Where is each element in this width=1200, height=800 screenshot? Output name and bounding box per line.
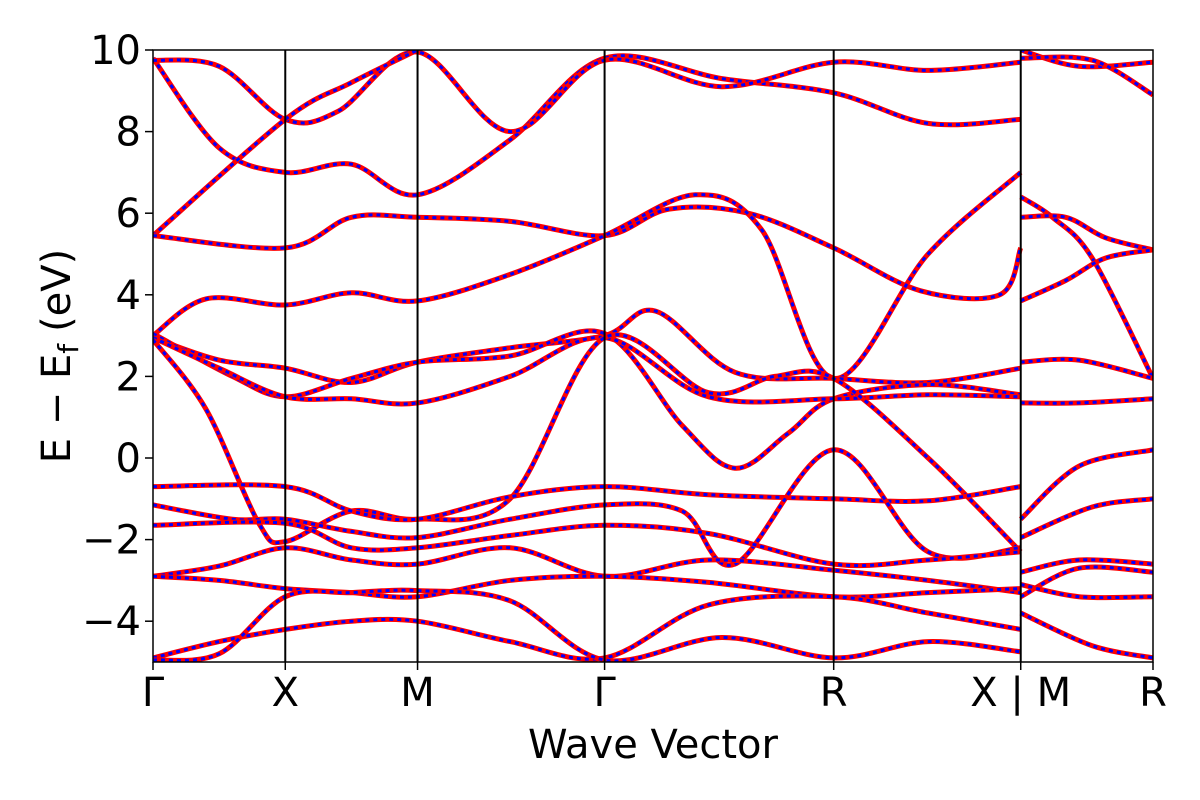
x-tick-label-3: Γ (593, 670, 616, 716)
band-0-blue (153, 54, 1021, 197)
band-16-red (1019, 50, 1153, 70)
x-tick-label-0: Γ (142, 670, 165, 716)
band-24-blue (1020, 497, 1153, 539)
band-28-blue (1020, 611, 1153, 660)
y-tick-label-2: 0 (116, 436, 141, 482)
y-axis-label-main: E − E (34, 354, 80, 464)
y-axis-ticks: −4 −2 0 2 4 6 8 10 (82, 28, 153, 645)
x-axis-label: Wave Vector (528, 722, 779, 768)
high-symmetry-lines (284, 50, 1022, 662)
y-tick-label-6: 8 (116, 110, 141, 156)
band-12-blue (153, 546, 1021, 595)
x-axis-ticks: Γ X M Γ R X | M R (142, 662, 1167, 716)
x-tick-label-5: X | M (970, 670, 1071, 716)
band-15-red (153, 587, 1021, 662)
x-tick-label-1: X (272, 670, 299, 716)
y-tick-label-7: 10 (90, 28, 141, 74)
band-26-blue (1020, 565, 1153, 599)
band-2-blue (153, 50, 419, 237)
y-axis-label-subscript: f (52, 343, 85, 354)
plot-frame (152, 49, 1154, 663)
band-19-blue (1020, 214, 1153, 252)
band-18-blue (1019, 195, 1153, 380)
band-20-blue (1020, 248, 1153, 303)
band-25-blue (1020, 558, 1153, 574)
y-tick-label-5: 6 (116, 191, 141, 237)
band-23-blue (1019, 448, 1153, 521)
band-1-blue (153, 50, 1021, 134)
y-tick-label-4: 4 (116, 273, 141, 319)
band-11-blue (153, 520, 1021, 568)
band-3-blue (153, 205, 1023, 301)
band-22-blue (1020, 397, 1153, 405)
x-tick-label-6: R (1139, 670, 1167, 716)
y-tick-label-1: −2 (82, 518, 141, 564)
band-13-red (153, 573, 1021, 600)
band-21-blue (1020, 357, 1153, 380)
y-tick-label-3: 2 (116, 354, 141, 400)
band-17-blue (1020, 55, 1153, 97)
band-14-red (153, 593, 1022, 662)
x-tick-label-2: M (400, 670, 435, 716)
y-axis-label: E − Ef (eV) (34, 249, 85, 464)
x-tick-label-4: R (820, 670, 848, 716)
band-9-blue (153, 483, 1021, 522)
y-axis-label-unit: (eV) (34, 249, 80, 332)
y-tick-label-0: −4 (82, 599, 141, 645)
band-lines (153, 50, 1153, 662)
band-27-blue (1020, 583, 1153, 600)
